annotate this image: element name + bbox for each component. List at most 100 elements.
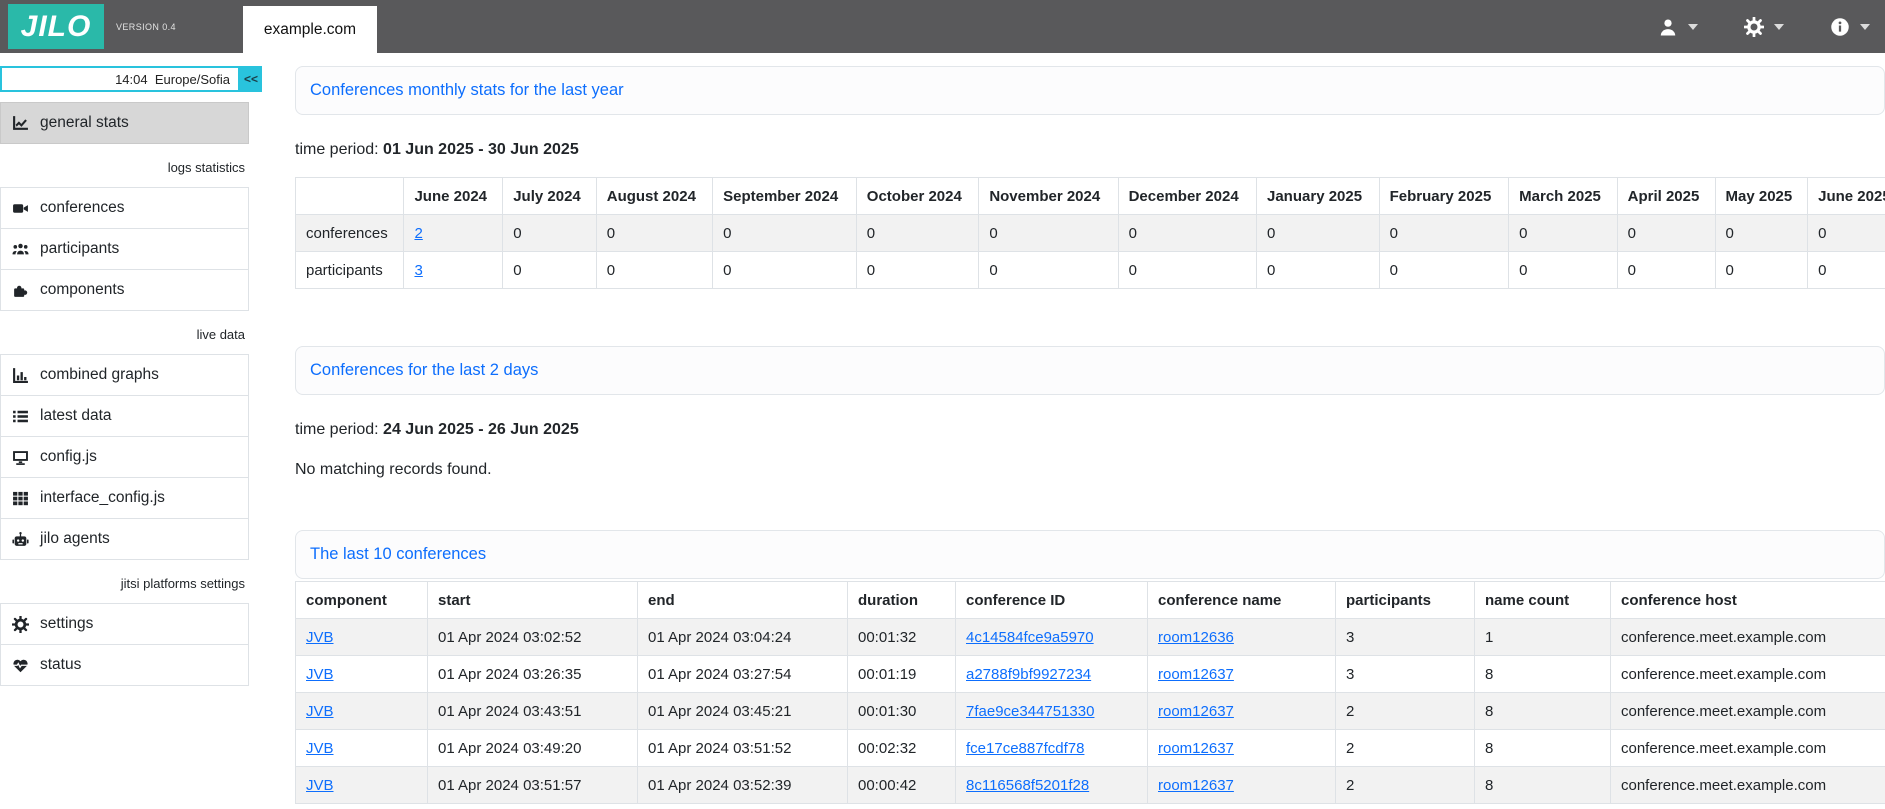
cell: 0 — [1257, 215, 1380, 252]
cell-participants: 3 — [1336, 619, 1475, 656]
cell-name-count: 1 — [1475, 619, 1611, 656]
cell-duration: 00:01:30 — [848, 693, 956, 730]
cell-component: JVB — [296, 767, 428, 804]
last-10-conferences-table: componentstartenddurationconference IDco… — [295, 581, 1885, 804]
tab-example-com[interactable]: example.com — [243, 6, 377, 53]
component-link[interactable]: JVB — [306, 740, 334, 757]
sidebar-item-participants[interactable]: participants — [0, 228, 249, 270]
component-link[interactable]: JVB — [306, 666, 334, 683]
list-icon — [11, 408, 29, 425]
conference-name-link[interactable]: room12637 — [1158, 703, 1234, 720]
sidebar-item-label: combined graphs — [40, 366, 159, 384]
conference-name-link[interactable]: room12637 — [1158, 666, 1234, 683]
column-header: July 2024 — [503, 178, 597, 215]
sidebar-section-live-data: live data — [0, 311, 249, 355]
sidebar-item-jilo-agents[interactable]: jilo agents — [0, 518, 249, 560]
heart-pulse-icon — [11, 657, 29, 674]
user-icon — [1658, 17, 1678, 37]
monitor-icon — [11, 449, 29, 466]
main-content: Conferences monthly stats for the last y… — [277, 53, 1885, 809]
user-menu[interactable] — [1658, 17, 1698, 37]
cell-conference-id: a2788f9bf9927234 — [956, 656, 1148, 693]
conference-id-link[interactable]: fce17ce887fcdf78 — [966, 740, 1084, 757]
sidebar-collapse-button[interactable]: << — [240, 66, 262, 92]
robot-icon — [11, 531, 29, 548]
gear-icon — [11, 616, 29, 633]
sidebar-item-status[interactable]: status — [0, 644, 249, 686]
sidebar-item-components[interactable]: components — [0, 269, 249, 311]
cell: 0 — [1715, 215, 1808, 252]
sidebar-item-label: components — [40, 281, 124, 299]
conference-name-link[interactable]: room12637 — [1158, 777, 1234, 794]
time-period-value: 01 Jun 2025 - 30 Jun 2025 — [383, 141, 579, 158]
conference-id-link[interactable]: 7fae9ce344751330 — [966, 703, 1094, 720]
chevron-down-icon — [1688, 24, 1698, 30]
sidebar-item-label: interface_config.js — [40, 489, 165, 507]
cell: 3 — [404, 252, 503, 289]
cell-name-count: 8 — [1475, 693, 1611, 730]
monthly-stats-card-header: Conferences monthly stats for the last y… — [295, 66, 1885, 115]
table-row: conferences2000000000000 — [296, 215, 1885, 252]
sidebar-item-combined-graphs[interactable]: combined graphs — [0, 354, 249, 396]
cell-conference-host: conference.meet.example.com — [1611, 619, 1885, 656]
component-link[interactable]: JVB — [306, 777, 334, 794]
cell-name-count: 8 — [1475, 767, 1611, 804]
component-link[interactable]: JVB — [306, 629, 334, 646]
cell-start: 01 Apr 2024 03:49:20 — [428, 730, 638, 767]
sidebar-item-interface-config-js[interactable]: interface_config.js — [0, 477, 249, 519]
cell-start: 01 Apr 2024 03:02:52 — [428, 619, 638, 656]
conference-id-link[interactable]: 4c14584fce9a5970 — [966, 629, 1094, 646]
column-header: component — [296, 582, 428, 619]
participants-count-link[interactable]: 3 — [414, 262, 422, 279]
sidebar-item-settings[interactable]: settings — [0, 603, 249, 645]
sidebar-section-jitsi-platforms-settings: jitsi platforms settings — [0, 560, 249, 604]
sidebar-item-config-js[interactable]: config.js — [0, 436, 249, 478]
video-camera-icon — [11, 200, 29, 217]
conference-id-link[interactable]: a2788f9bf9927234 — [966, 666, 1091, 683]
sidebar-item-latest-data[interactable]: latest data — [0, 395, 249, 437]
cell: 0 — [1379, 252, 1509, 289]
column-header: January 2025 — [1257, 178, 1380, 215]
component-link[interactable]: JVB — [306, 703, 334, 720]
cell: 0 — [979, 215, 1118, 252]
time-period-label: time period: — [295, 421, 379, 438]
cell-participants: 2 — [1336, 767, 1475, 804]
info-menu[interactable] — [1830, 17, 1870, 37]
monthly-stats-title: Conferences monthly stats for the last y… — [310, 81, 624, 100]
column-header: August 2024 — [596, 178, 712, 215]
sidebar-item-general-stats[interactable]: general stats — [0, 102, 249, 144]
cell: 0 — [1257, 252, 1380, 289]
column-header: duration — [848, 582, 956, 619]
column-header — [296, 178, 404, 215]
cell: 0 — [856, 215, 979, 252]
cell-conference-id: 7fae9ce344751330 — [956, 693, 1148, 730]
cell-conference-id: 4c14584fce9a5970 — [956, 619, 1148, 656]
settings-menu[interactable] — [1744, 17, 1784, 37]
column-header: end — [638, 582, 848, 619]
conference-id-link[interactable]: 8c116568f5201f28 — [966, 777, 1089, 794]
cell-start: 01 Apr 2024 03:51:57 — [428, 767, 638, 804]
cell-conference-host: conference.meet.example.com — [1611, 767, 1885, 804]
cell-conference-id: 8c116568f5201f28 — [956, 767, 1148, 804]
cell: 0 — [1118, 215, 1256, 252]
table-row: participants3000000000000 — [296, 252, 1885, 289]
conferences-count-link[interactable]: 2 — [414, 225, 422, 242]
sidebar-item-label: general stats — [40, 114, 129, 132]
cell-component: JVB — [296, 656, 428, 693]
conference-name-link[interactable]: room12637 — [1158, 740, 1234, 757]
column-header: April 2025 — [1617, 178, 1715, 215]
monthly-stats-time-period: time period: 01 Jun 2025 - 30 Jun 2025 — [295, 141, 1885, 159]
conference-name-link[interactable]: room12636 — [1158, 629, 1234, 646]
cell: 2 — [404, 215, 503, 252]
sidebar-item-label: conferences — [40, 199, 124, 217]
sidebar-item-conferences[interactable]: conferences — [0, 187, 249, 229]
cell-conference-name: room12636 — [1148, 619, 1336, 656]
column-header: participants — [1336, 582, 1475, 619]
puzzle-piece-icon — [11, 282, 29, 299]
page-layout: 14:04 Europe/Sofia << general statslogs … — [0, 53, 1885, 809]
last-10-title: The last 10 conferences — [310, 545, 486, 564]
cell: 0 — [979, 252, 1118, 289]
cell-conference-name: room12637 — [1148, 656, 1336, 693]
column-header: start — [428, 582, 638, 619]
monthly-stats-table: June 2024July 2024August 2024September 2… — [295, 177, 1885, 289]
